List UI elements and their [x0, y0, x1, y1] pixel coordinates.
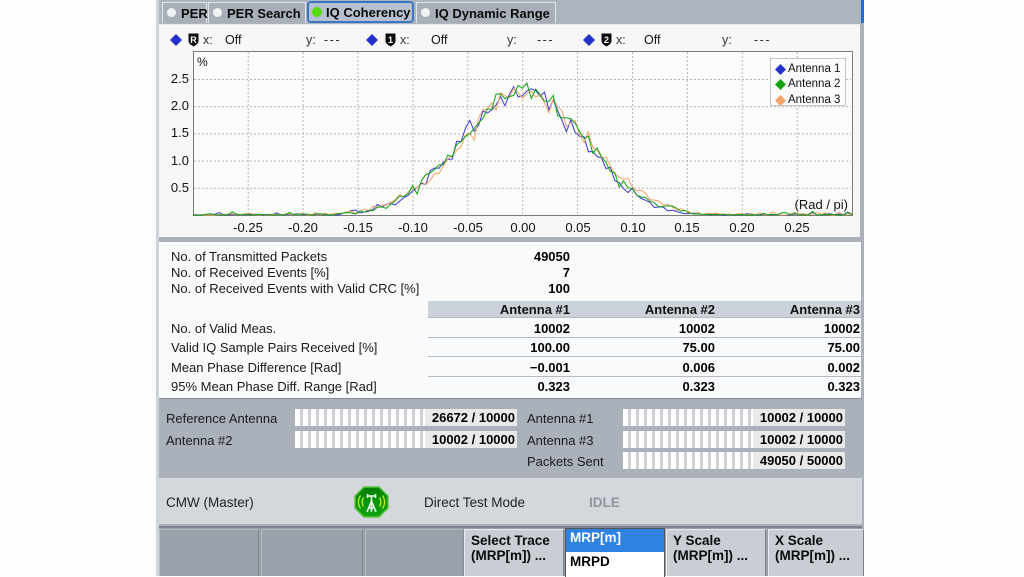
- svg-text:2: 2: [604, 35, 609, 45]
- svg-text:1: 1: [388, 35, 393, 45]
- svg-text:R: R: [190, 35, 197, 45]
